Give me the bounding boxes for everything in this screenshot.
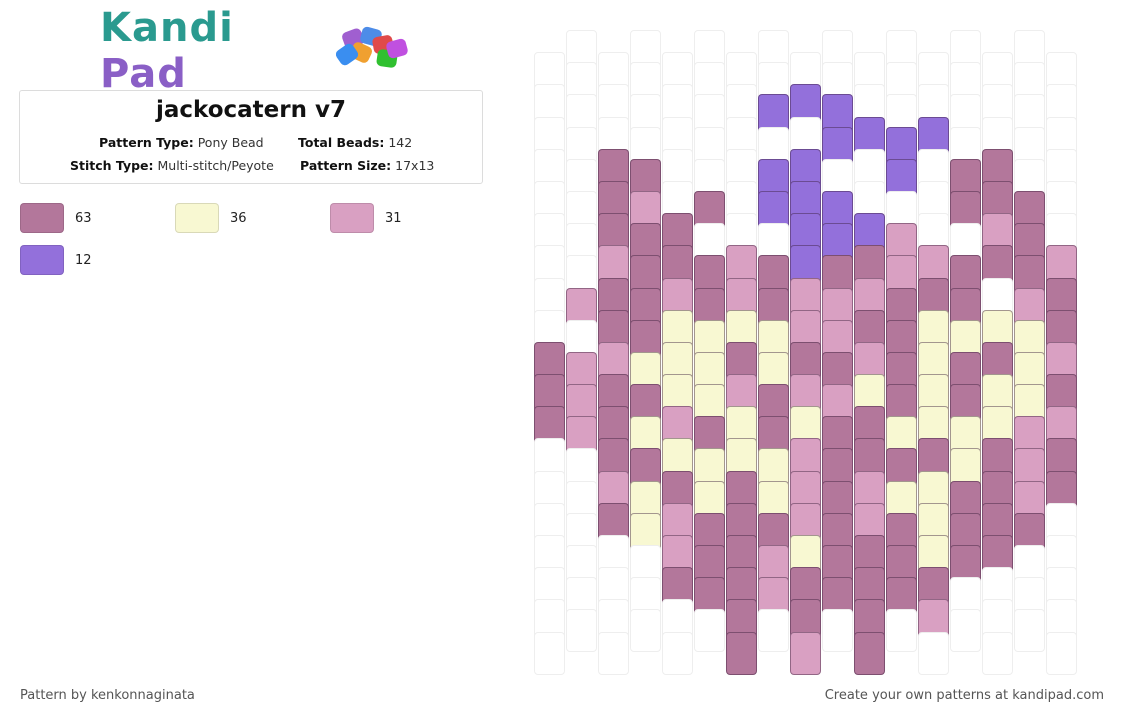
swatch-chip (175, 203, 219, 233)
logo-wordmark: Kandi Pad (100, 5, 234, 97)
pattern-type: Pattern Type: Pony Bead (99, 135, 264, 150)
empty-bead (534, 631, 565, 675)
bead (854, 631, 885, 675)
empty-bead (950, 609, 981, 653)
empty-bead (566, 609, 597, 653)
color-swatch-4: 12 (20, 245, 92, 275)
pattern-credit: Pattern by kenkonnaginata (20, 688, 195, 703)
empty-bead (662, 631, 693, 675)
empty-bead (982, 631, 1013, 675)
pattern-title: jackocatern v7 (156, 97, 346, 123)
empty-bead (758, 609, 789, 653)
bead (790, 631, 821, 675)
swatch-count: 12 (75, 252, 92, 268)
empty-bead (630, 609, 661, 653)
empty-bead (1046, 631, 1077, 675)
bead (726, 631, 757, 675)
logo-beads-icon (333, 25, 410, 76)
empty-bead (694, 609, 725, 653)
bead-pattern-grid (534, 30, 1078, 675)
empty-bead (918, 631, 949, 675)
create-patterns-link[interactable]: Create your own patterns at kandipad.com (824, 688, 1104, 703)
color-swatch-2: 36 (175, 203, 247, 233)
color-swatch-3: 31 (330, 203, 402, 233)
swatch-count: 31 (385, 210, 402, 226)
pattern-info-card: jackocatern v7 Pattern Type: Pony Bead T… (19, 90, 483, 184)
empty-bead (598, 631, 629, 675)
pattern-size: Pattern Size: 17x13 (300, 158, 435, 173)
empty-bead (822, 609, 853, 653)
color-swatch-1: 63 (20, 203, 92, 233)
empty-bead (886, 609, 917, 653)
swatch-chip (330, 203, 374, 233)
swatch-chip (20, 203, 64, 233)
swatch-count: 36 (230, 210, 247, 226)
kandipad-logo[interactable]: Kandi Pad (100, 5, 410, 97)
swatch-chip (20, 245, 64, 275)
stitch-type: Stitch Type: Multi-stitch/Peyote (70, 158, 274, 173)
empty-bead (1014, 609, 1045, 653)
swatch-count: 63 (75, 210, 92, 226)
total-beads: Total Beads: 142 (298, 135, 413, 150)
